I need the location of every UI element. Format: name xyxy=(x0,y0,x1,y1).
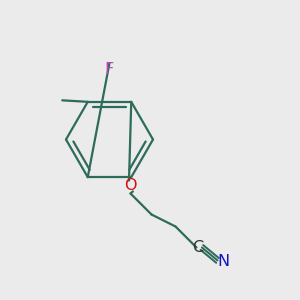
Text: O: O xyxy=(124,178,137,194)
Text: N: N xyxy=(218,254,230,268)
Text: F: F xyxy=(105,61,114,76)
Text: C: C xyxy=(192,240,204,255)
